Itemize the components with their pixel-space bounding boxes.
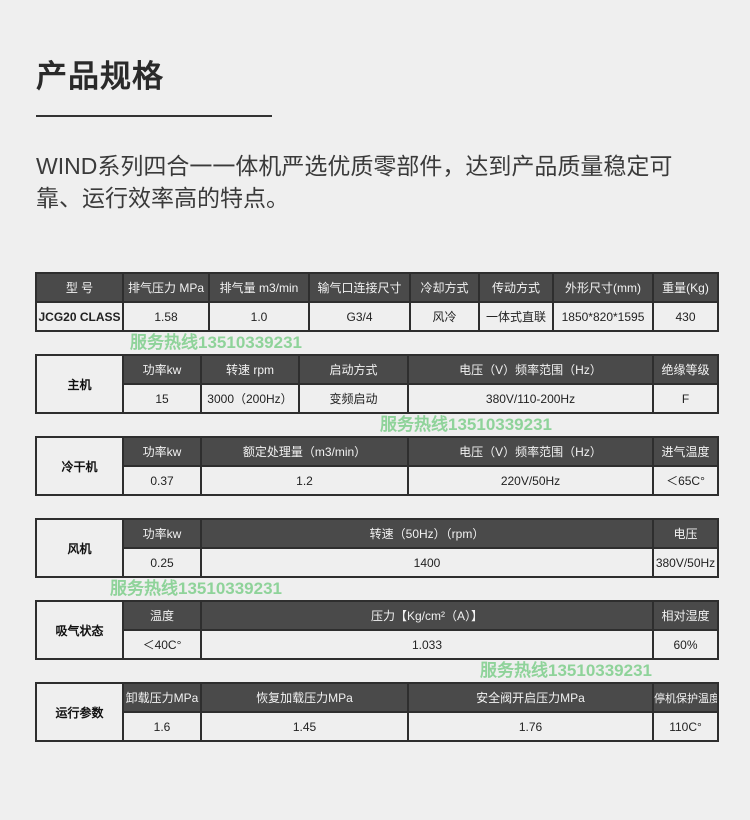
value-cell: 1.6	[122, 711, 202, 742]
main-unit-table: 主机 功率kw 转速 rpm 启动方式 电压（V）频率范围（Hz） 绝缘等级 1…	[35, 354, 719, 414]
intake-state-table: 吸气状态 温度 压力【Kg/cm²（A）】 相对湿度 ＜40C° 1.033 6…	[35, 600, 719, 660]
section-label: 风机	[35, 518, 124, 578]
value-cell: 0.37	[122, 465, 202, 496]
value-cell: 1400	[200, 547, 654, 578]
header-cell: 型 号	[35, 272, 124, 303]
value-cell: 一体式直联	[478, 301, 554, 332]
watermark: 服务热线13510339231	[480, 661, 653, 680]
header-cell: 压力【Kg/cm²（A）】	[200, 600, 654, 631]
value-cell: 0.25	[122, 547, 202, 578]
table-header-row: 吸气状态 温度 压力【Kg/cm²（A）】 相对湿度	[35, 600, 719, 660]
section-label: 主机	[35, 354, 124, 414]
header-cell: 电压（V）频率范围（Hz）	[407, 436, 654, 467]
value-cell: 1.0	[208, 301, 310, 332]
table-row: 15 3000（200Hz） 变频启动 380V/110-200Hz F	[36, 383, 719, 414]
header-cell: 转速 rpm	[200, 354, 300, 385]
table-header-row: 型 号 排气压力 MPa 排气量 m3/min 输气口连接尺寸 冷却方式 传动方…	[35, 272, 719, 303]
header-cell: 排气压力 MPa	[122, 272, 210, 303]
header-cell: 温度	[122, 600, 202, 631]
dryer-table: 冷干机 功率kw 额定处理量（m3/min） 电压（V）频率范围（Hz） 进气温…	[35, 436, 719, 496]
header-cell: 输气口连接尺寸	[308, 272, 411, 303]
value-cell: 1.2	[200, 465, 409, 496]
table-row: 0.37 1.2 220V/50Hz ＜65C°	[36, 465, 719, 496]
value-cell: 380V/110-200Hz	[407, 383, 654, 414]
table-row: ＜40C° 1.033 60%	[36, 629, 719, 660]
header-cell: 电压（V）频率范围（Hz）	[407, 354, 654, 385]
header-cell: 排气量 m3/min	[208, 272, 310, 303]
header-cell: 转速（50Hz）（rpm）	[200, 518, 654, 549]
watermark: 服务热线13510339231	[380, 415, 553, 434]
page-title: 产品规格	[36, 59, 164, 94]
model-spec-table: 型 号 排气压力 MPa 排气量 m3/min 输气口连接尺寸 冷却方式 传动方…	[35, 272, 719, 332]
value-cell: F	[652, 383, 719, 414]
table-row: JCG20 CLASS 1.58 1.0 G3/4 风冷 一体式直联 1850*…	[35, 301, 719, 332]
value-cell: JCG20 CLASS	[35, 301, 124, 332]
header-cell: 绝缘等级	[652, 354, 719, 385]
value-cell: 风冷	[409, 301, 480, 332]
value-cell: 110C°	[652, 711, 719, 742]
table-header-row: 运行参数 卸载压力MPa 恢复加载压力MPa 安全阀开启压力MPa 停机保护温度	[35, 682, 719, 742]
header-cell: 相对湿度	[652, 600, 719, 631]
header-cell: 卸载压力MPa	[122, 682, 202, 713]
title-divider	[36, 115, 272, 117]
table-header-row: 主机 功率kw 转速 rpm 启动方式 电压（V）频率范围（Hz） 绝缘等级	[35, 354, 719, 414]
header-cell: 额定处理量（m3/min）	[200, 436, 409, 467]
value-cell: 1.58	[122, 301, 210, 332]
intro-text: WIND系列四合一一体机严选优质零部件，达到产品质量稳定可靠、运行效率高的特点。	[36, 153, 673, 211]
value-cell: ＜40C°	[122, 629, 202, 660]
header-cell: 恢复加载压力MPa	[200, 682, 409, 713]
table-header-row: 风机 功率kw 转速（50Hz）（rpm） 电压	[35, 518, 719, 578]
header-cell: 冷却方式	[409, 272, 480, 303]
value-cell: 1.45	[200, 711, 409, 742]
header-cell: 外形尺寸(mm)	[552, 272, 654, 303]
value-cell: 220V/50Hz	[407, 465, 654, 496]
section-label: 冷干机	[35, 436, 124, 496]
value-cell: 1.76	[407, 711, 654, 742]
fan-table: 风机 功率kw 转速（50Hz）（rpm） 电压 0.25 1400 380V/…	[35, 518, 719, 578]
operating-params-table: 运行参数 卸载压力MPa 恢复加载压力MPa 安全阀开启压力MPa 停机保护温度…	[35, 682, 719, 742]
value-cell: 430	[652, 301, 719, 332]
watermark: 服务热线13510339231	[130, 333, 303, 352]
header-cell: 功率kw	[122, 436, 202, 467]
table-header-row: 冷干机 功率kw 额定处理量（m3/min） 电压（V）频率范围（Hz） 进气温…	[35, 436, 719, 496]
value-cell: 15	[122, 383, 202, 414]
value-cell: 60%	[652, 629, 719, 660]
header-cell: 安全阀开启压力MPa	[407, 682, 654, 713]
table-row: 1.6 1.45 1.76 110C°	[36, 711, 719, 742]
value-cell: 1850*820*1595	[552, 301, 654, 332]
header-cell: 进气温度	[652, 436, 719, 467]
header-cell: 启动方式	[298, 354, 409, 385]
watermark: 服务热线13510339231	[110, 579, 283, 598]
header-cell: 功率kw	[122, 354, 202, 385]
value-cell: 3000（200Hz）	[200, 383, 300, 414]
header-cell: 功率kw	[122, 518, 202, 549]
header-cell: 停机保护温度	[652, 682, 719, 713]
header-cell: 传动方式	[478, 272, 554, 303]
value-cell: 1.033	[200, 629, 654, 660]
header-cell: 重量(Kg)	[652, 272, 719, 303]
section-label: 吸气状态	[35, 600, 124, 660]
value-cell: 380V/50Hz	[652, 547, 719, 578]
section-label: 运行参数	[35, 682, 124, 742]
value-cell: G3/4	[308, 301, 411, 332]
header-cell: 电压	[652, 518, 719, 549]
table-row: 0.25 1400 380V/50Hz	[36, 547, 719, 578]
value-cell: ＜65C°	[652, 465, 719, 496]
value-cell: 变频启动	[298, 383, 409, 414]
